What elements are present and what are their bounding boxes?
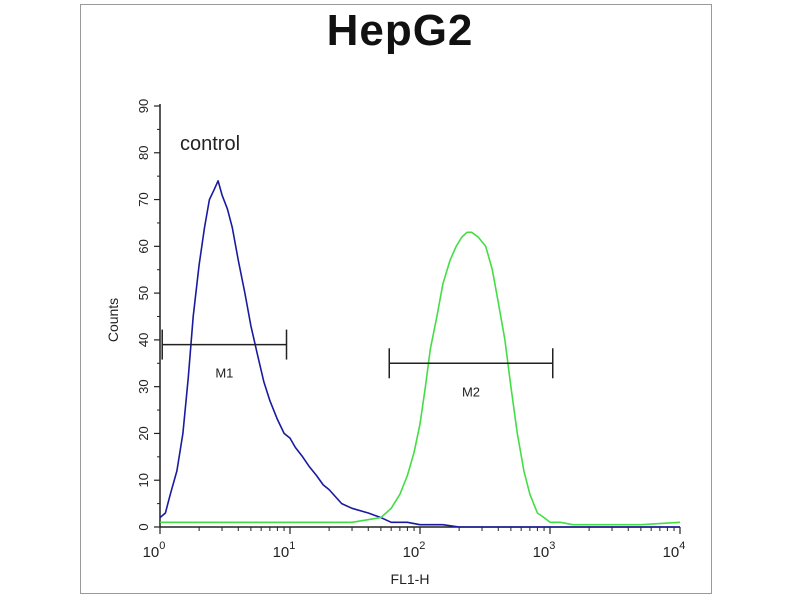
marker-label: M1 <box>215 366 233 381</box>
y-tick-label: 30 <box>136 379 151 393</box>
x-tick-label: 103 <box>533 540 556 561</box>
x-tick-label: 102 <box>403 540 426 561</box>
y-tick-label: 20 <box>136 426 151 440</box>
annotation-control: control <box>180 133 240 155</box>
y-tick-label: 70 <box>136 192 151 206</box>
y-tick-label: 0 <box>136 523 151 530</box>
y-tick-label: 90 <box>136 99 151 113</box>
y-tick-label: 60 <box>136 239 151 253</box>
chart-title: HepG2 <box>326 6 474 55</box>
sample-histogram-line <box>160 231 681 526</box>
marker-label: M2 <box>462 384 480 399</box>
marker-layer: M1 M2 <box>161 329 554 399</box>
y-tick-label: 10 <box>136 473 151 487</box>
y-axis-label: Counts <box>105 298 121 342</box>
control-histogram-line <box>159 180 680 528</box>
x-tick-label: 100 <box>143 540 166 561</box>
axes-layer: 0 10 20 30 40 50 60 70 80 90 100 101 102 103 104 <box>136 99 685 561</box>
series-layer <box>159 180 681 528</box>
figure-frame <box>80 4 712 594</box>
y-tick-label: 50 <box>136 286 151 300</box>
y-tick-label: 80 <box>136 146 151 160</box>
x-tick-label: 104 <box>663 540 686 561</box>
y-tick-label: 40 <box>136 333 151 347</box>
x-tick-label: 101 <box>273 540 296 561</box>
x-axis-label: FL1-H <box>391 571 430 587</box>
